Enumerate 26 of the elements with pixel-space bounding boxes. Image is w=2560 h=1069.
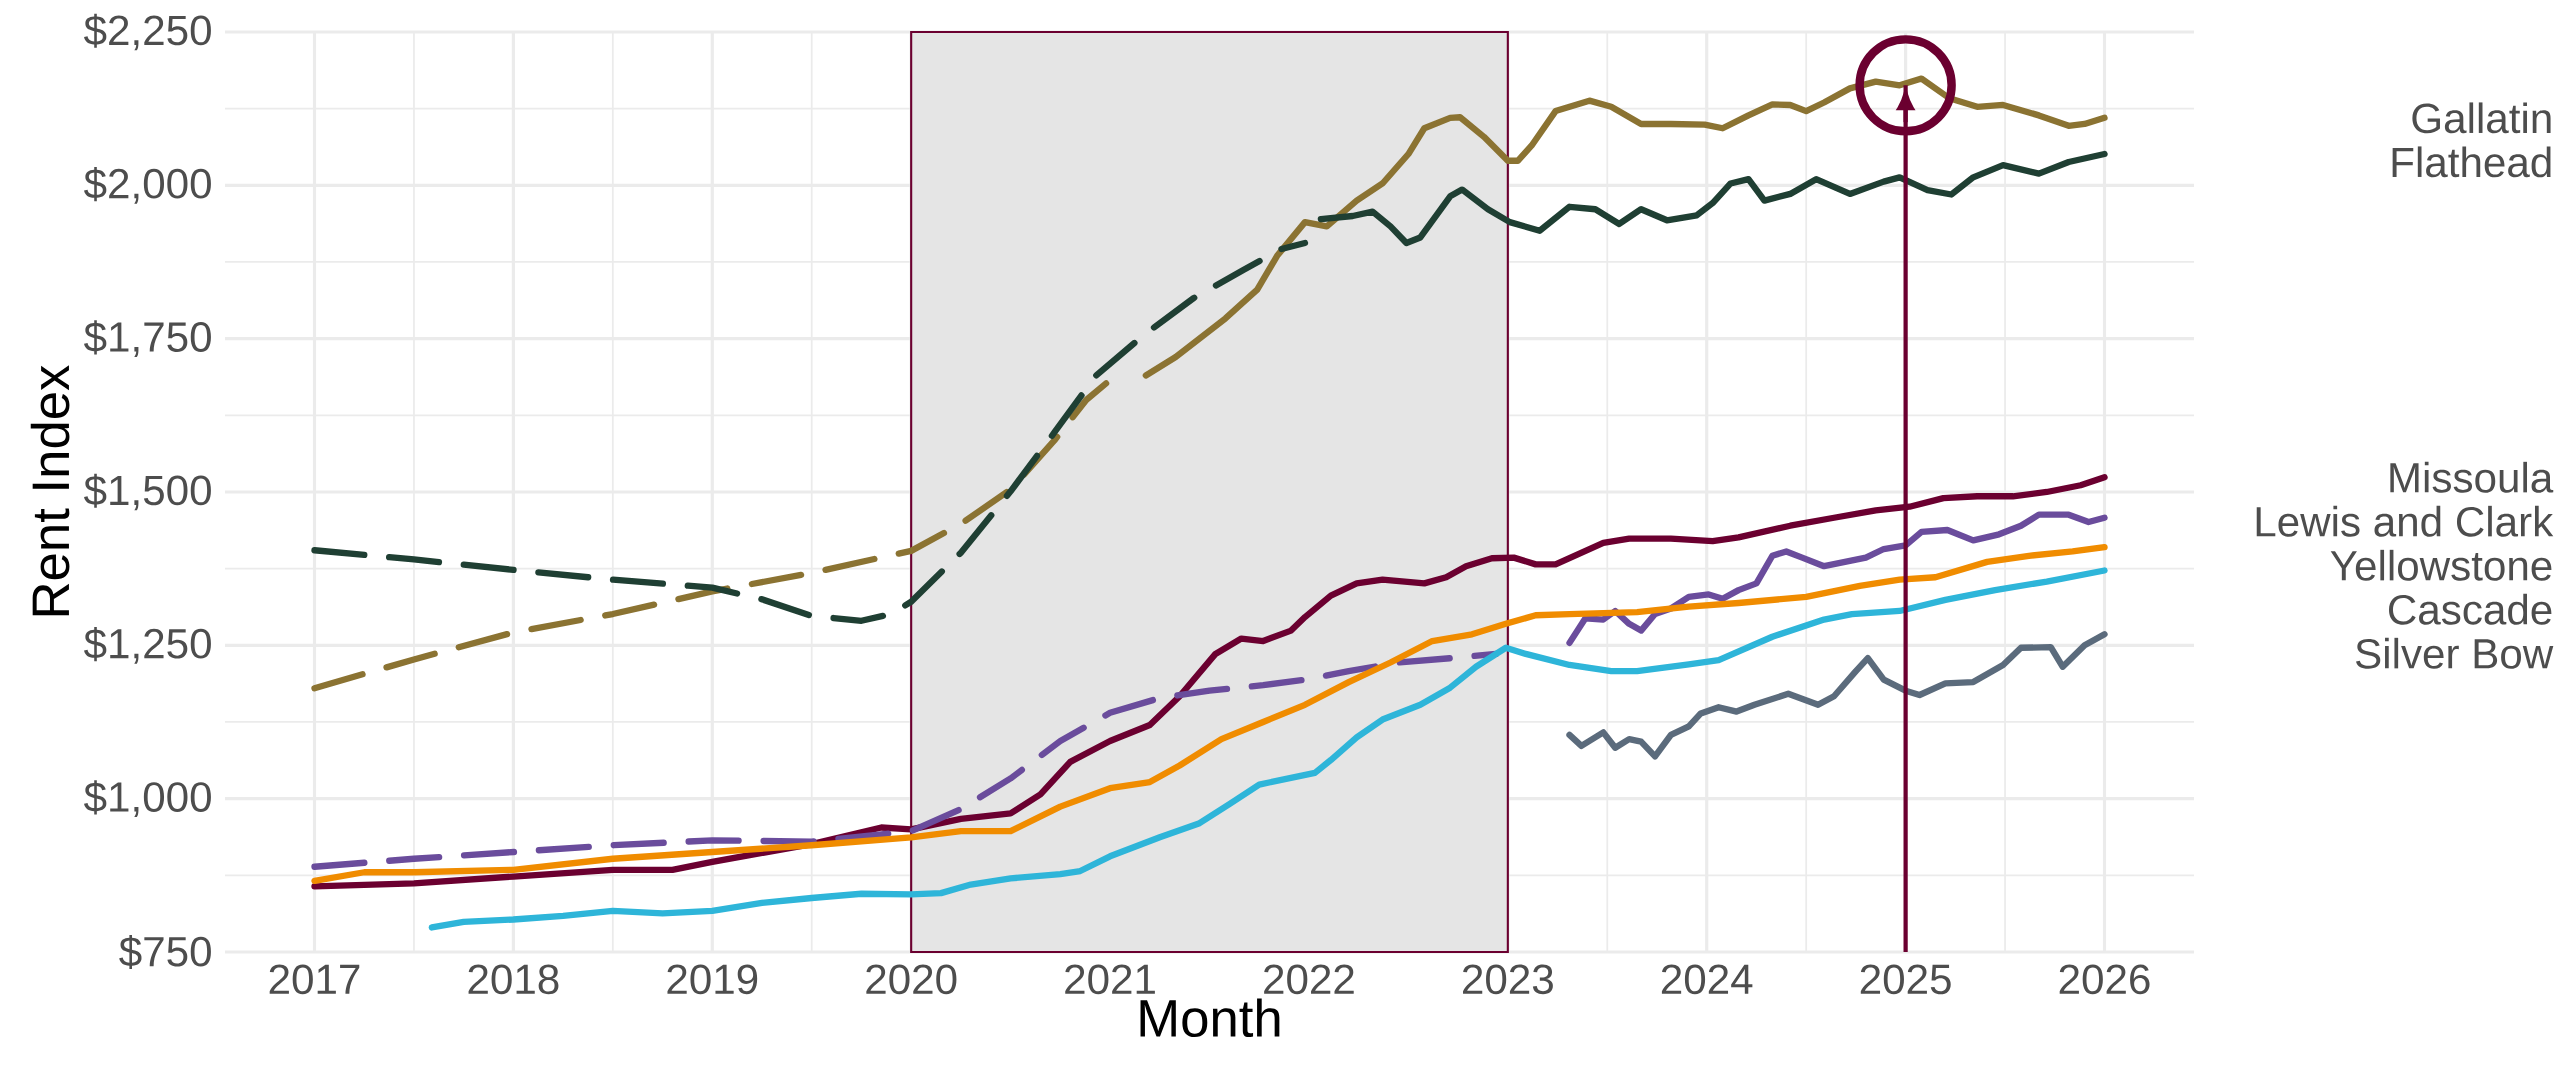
x-tick-label: 2023 [1463, 964, 1553, 995]
x-tick-label: 2026 [2059, 964, 2150, 995]
y-tick-label: $1,000 [84, 780, 211, 817]
y-tick-label: $2,000 [84, 167, 211, 204]
y-tick-label: $2,250 [84, 13, 211, 51]
y-tick-label: $1,250 [84, 627, 211, 664]
y-tick-label: $1,750 [84, 320, 211, 357]
text: Gallatin [2412, 102, 2551, 134]
text: Cascade [2389, 593, 2552, 625]
x-tick-label: 2024 [1661, 964, 1753, 995]
text: Silver Bow [2356, 637, 2554, 669]
y-tick-label: $1,500 [84, 473, 211, 511]
y-axis-title: Rent Index [30, 365, 70, 616]
x-axis-title: Month [1140, 998, 1280, 1038]
x-tick-label: 2021 [1065, 964, 1155, 995]
text: Flathead [2392, 146, 2551, 178]
text: Yellowstone [2330, 549, 2552, 581]
text: Lewis and Clark [2256, 505, 2554, 537]
y-tick-label: $750 [119, 934, 211, 970]
x-tick-label: 2018 [468, 964, 559, 995]
x-tick-label: 2020 [866, 964, 957, 995]
x-tick-label: 2025 [1860, 964, 1951, 995]
text: Missoula [2390, 461, 2554, 493]
x-tick-label: 2019 [667, 964, 758, 995]
x-tick-label: 2017 [269, 964, 360, 995]
x-tick-label: 2022 [1264, 964, 1354, 995]
